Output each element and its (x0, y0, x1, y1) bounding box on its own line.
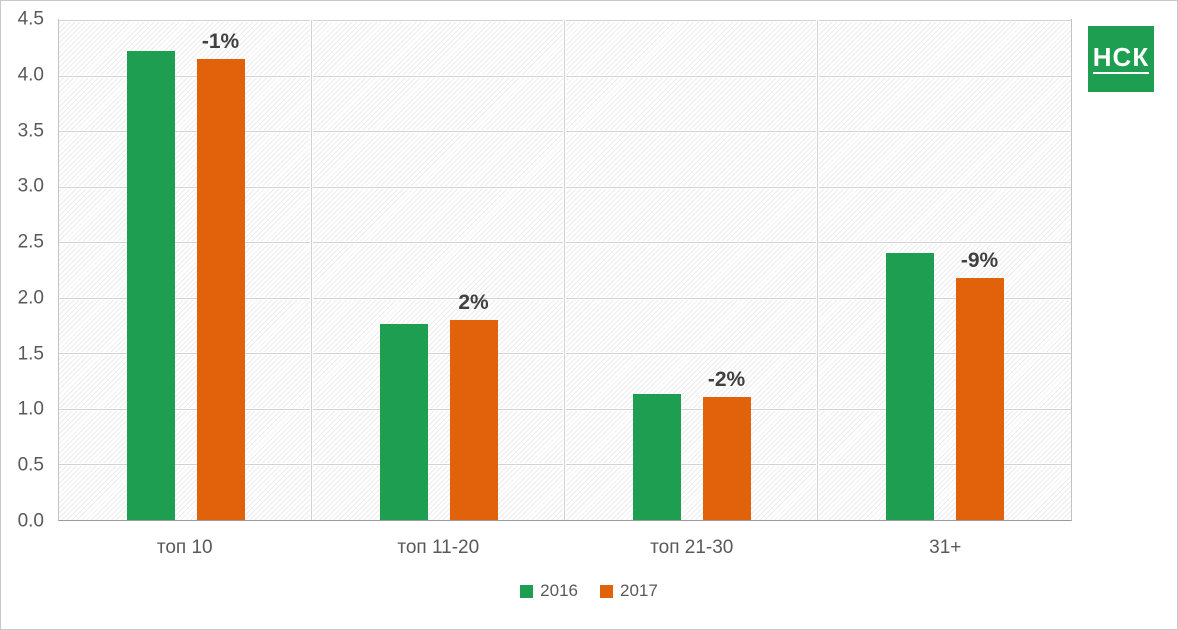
bar-group-топ-11-20: 2% (312, 20, 565, 520)
legend-label-2016: 2016 (540, 581, 578, 600)
plot-area: -1% 2% -2% -9% (58, 19, 1072, 521)
data-label: -2% (707, 367, 746, 391)
y-tick-label: 1.5 (17, 343, 44, 365)
y-tick-label: 2.0 (17, 287, 44, 309)
bar-2016-топ-11-20 (379, 324, 428, 520)
legend-item-2016: 2016 (520, 581, 578, 601)
gridline-horizontal (59, 75, 1071, 77)
y-tick-label: 4.5 (17, 8, 44, 30)
bar-2017-топ-11-20: 2% (449, 291, 498, 520)
y-tick-label: 0.5 (17, 454, 44, 476)
legend-swatch-2017 (600, 584, 613, 598)
gridline-horizontal (59, 464, 1071, 466)
bar-group-топ-10: -1% (59, 20, 312, 520)
x-axis: топ 10 топ 11-20 топ 21-30 31+ (58, 537, 1072, 563)
y-tick-label: 3.0 (17, 175, 44, 197)
legend: 2016 2017 (1, 581, 1177, 601)
y-tick-label: 4.0 (17, 64, 44, 86)
hck-logo: НСК (1088, 26, 1154, 92)
y-tick-label: 1.0 (17, 398, 44, 420)
data-label: -9% (960, 248, 999, 272)
gridline-horizontal (59, 186, 1071, 188)
bar-2016-топ-10 (126, 51, 175, 520)
bar-2017-топ-21-30: -2% (702, 368, 751, 520)
x-category-label: топ 10 (156, 537, 213, 558)
x-category-label: топ 11-20 (397, 537, 480, 558)
x-category-label: 31+ (929, 537, 962, 558)
gridline-vertical (564, 20, 565, 520)
bar-2016-31+ (885, 253, 934, 520)
gridline-horizontal (59, 20, 1071, 21)
y-tick-label: 2.5 (17, 231, 44, 253)
gridline-horizontal (59, 297, 1071, 299)
hck-logo-text: НСК (1092, 42, 1150, 74)
y-tick-label: 3.5 (17, 120, 44, 142)
y-axis: 0.0 0.5 1.0 1.5 2.0 2.5 3.0 3.5 4.0 4.5 (1, 10, 50, 531)
gridline-horizontal (59, 242, 1071, 244)
y-tick-label: 0.0 (17, 510, 44, 532)
bar-2017-31+: -9% (955, 249, 1004, 520)
bar-group-31+: -9% (818, 20, 1071, 520)
bar-group-топ-21-30: -2% (565, 20, 818, 520)
data-label: 2% (458, 291, 489, 314)
gridline-vertical (817, 20, 818, 520)
gridline-vertical (311, 20, 312, 520)
data-label: -1% (201, 29, 240, 53)
bar-2017-топ-10: -1% (196, 30, 245, 520)
x-category-label: топ 21-30 (650, 537, 734, 558)
gridline-horizontal (59, 131, 1071, 133)
bar-2016-топ-21-30 (632, 394, 681, 520)
legend-swatch-2016 (520, 584, 534, 598)
legend-label-2017: 2017 (620, 581, 658, 600)
gridline-horizontal (59, 353, 1071, 355)
legend-item-2017: 2017 (600, 581, 658, 601)
gridline-horizontal (59, 408, 1071, 410)
